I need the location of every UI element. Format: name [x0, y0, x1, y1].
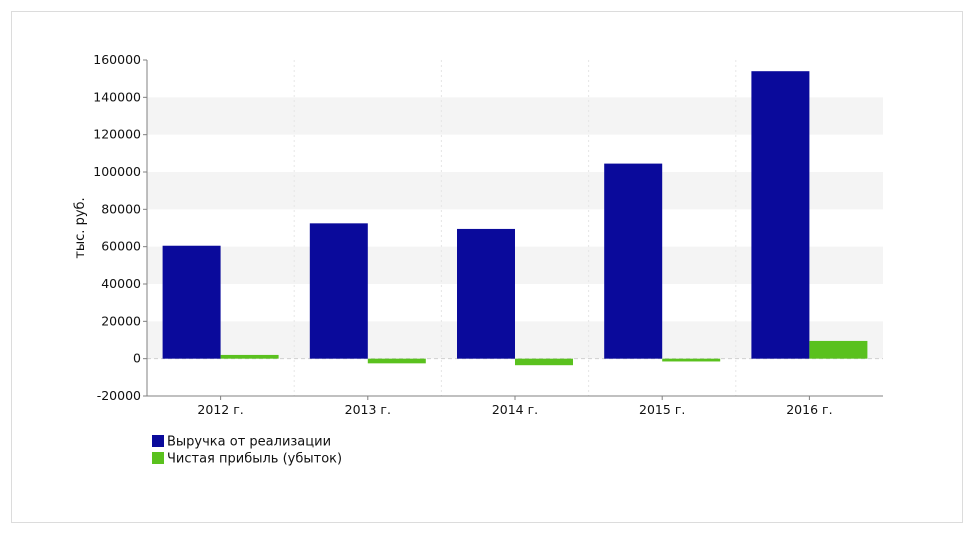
bar-net-profit-2 [367, 358, 426, 364]
y-tick-label: 140000 [93, 89, 141, 104]
y-tick-label: 60000 [101, 239, 141, 254]
bar-revenue-5 [751, 71, 810, 359]
bar-revenue-1 [162, 245, 221, 359]
legend-label-revenue: Выручка от реализации [167, 435, 331, 450]
y-tick-label: 80000 [101, 201, 141, 216]
bar-revenue-3 [457, 228, 515, 359]
bar-net-profit-5 [809, 340, 868, 359]
bar-revenue-2 [309, 223, 368, 359]
bar-net-profit-4 [662, 358, 721, 362]
y-tick-label: -20000 [97, 388, 141, 403]
x-tick-label: 2016 г. [786, 402, 832, 417]
y-axis-label: тыс. руб. [73, 197, 88, 258]
y-tick-label: 40000 [101, 276, 141, 291]
bar-revenue-4 [604, 163, 663, 359]
x-tick-label: 2013 г. [345, 402, 391, 417]
x-tick-label: 2012 г. [197, 402, 243, 417]
x-tick-label: 2014 г. [492, 402, 538, 417]
y-tick-label: 100000 [93, 164, 141, 179]
legend-swatch-net-profit [152, 452, 164, 464]
y-tick-label: 0 [133, 351, 141, 366]
y-tick-label: 160000 [93, 52, 141, 67]
y-tick-label: 120000 [93, 127, 141, 142]
legend-swatch-revenue [152, 435, 164, 447]
bar-net-profit-3 [515, 358, 573, 366]
legend-label-net-profit: Чистая прибыль (убыток) [167, 452, 342, 467]
bar-net-profit-1 [220, 354, 279, 359]
y-tick-label: 20000 [101, 313, 141, 328]
x-tick-label: 2015 г. [639, 402, 685, 417]
